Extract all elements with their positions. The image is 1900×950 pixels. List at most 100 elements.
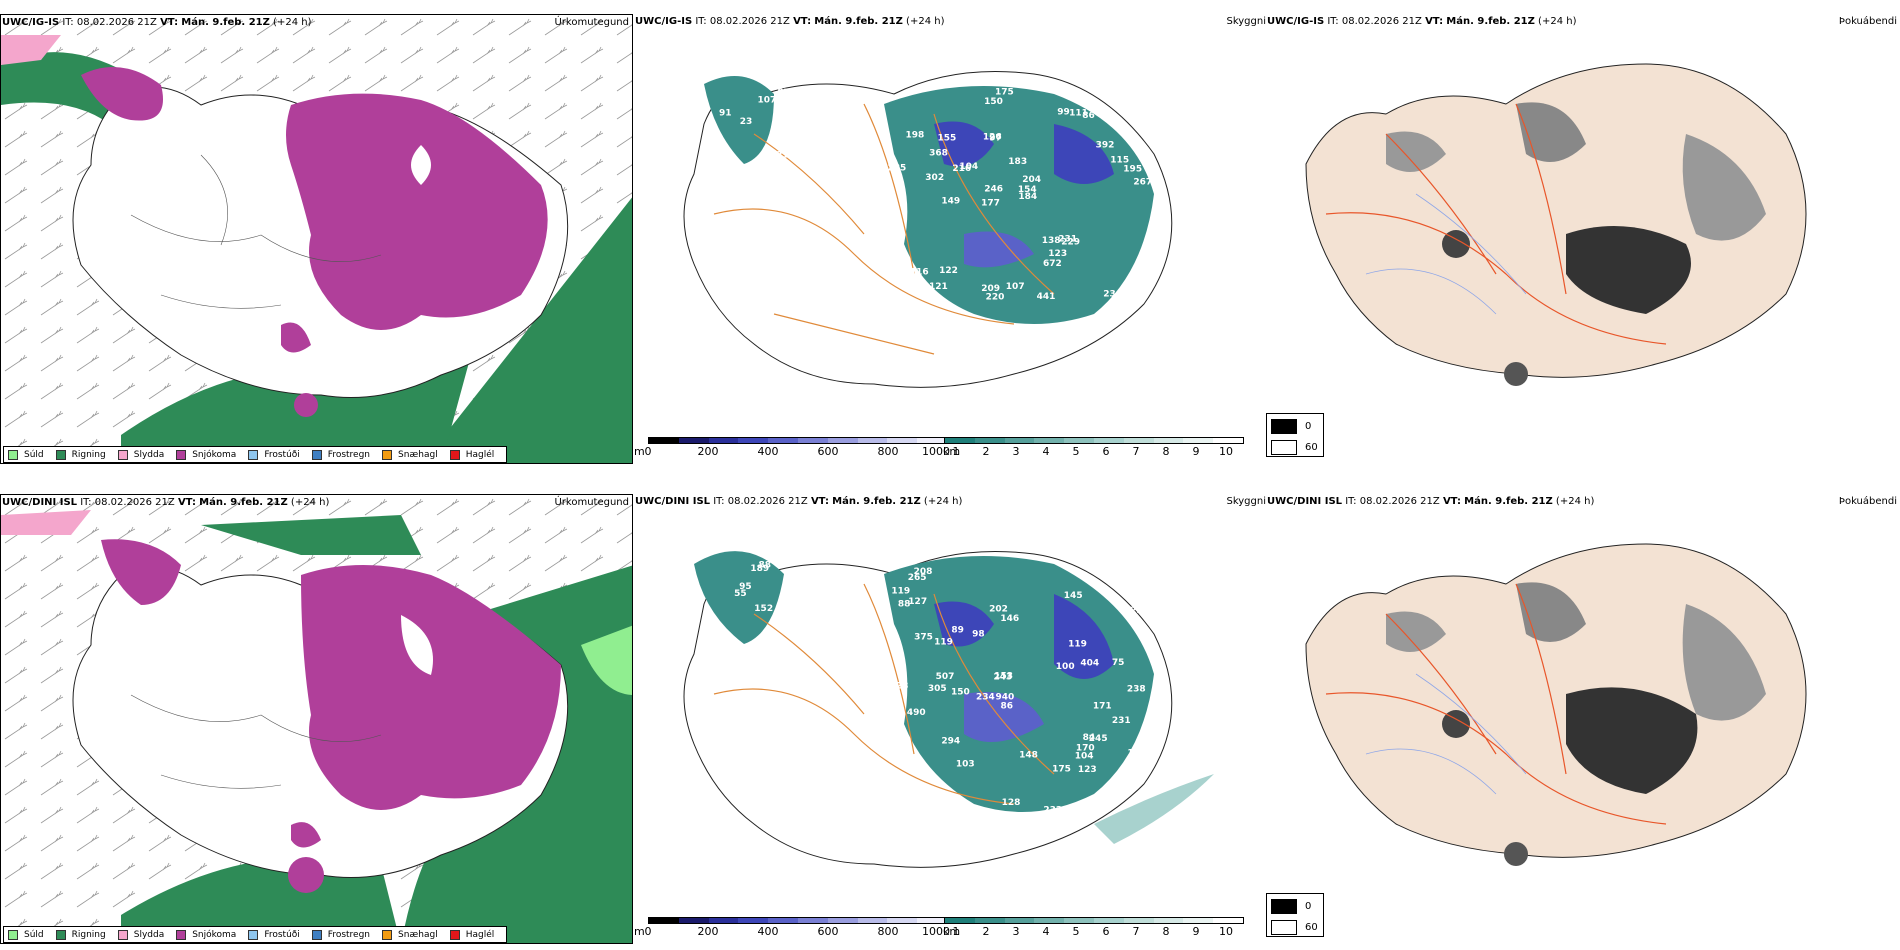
- legend-swatch: [117, 929, 128, 940]
- legend-label: Snjókoma: [192, 929, 237, 940]
- value-label: 375: [914, 632, 933, 642]
- value-label: 204: [1022, 175, 1041, 185]
- value-label: 267: [1133, 178, 1152, 188]
- value-label: 89: [951, 626, 964, 636]
- it-value: 08.02.2026 21Z: [727, 496, 808, 507]
- legend-label: Haglél: [465, 929, 495, 940]
- value-label: 404: [1080, 658, 1099, 668]
- legend-swatch: [382, 929, 393, 940]
- value-label: 278: [913, 789, 932, 799]
- tick-label: 7: [1132, 445, 1140, 458]
- value-label: 122: [939, 266, 958, 276]
- tick-label: 600: [817, 925, 839, 938]
- value-label: 126: [983, 133, 1002, 143]
- value-label: 142: [914, 321, 933, 331]
- map-header: UWC/DINI ISL IT: 08.02.2026 21Z VT: Mán.…: [2, 497, 329, 509]
- precip-map-svg: [1, 15, 632, 463]
- value-label: 146: [1000, 614, 1019, 624]
- legend-label: Haglél: [465, 449, 495, 460]
- value-label: 128: [1002, 798, 1021, 808]
- value-label: 119: [934, 638, 953, 648]
- value-label: 153: [994, 672, 1013, 682]
- lead-time: (+24 h): [1555, 496, 1595, 507]
- tick-label: 0: [644, 445, 652, 458]
- it-label: IT:: [1345, 496, 1357, 507]
- value-label: 107: [758, 96, 777, 106]
- legend-label: Slydda: [133, 929, 165, 940]
- tick-label: 5: [1072, 445, 1080, 458]
- lead-time: (+24 h): [273, 17, 312, 28]
- value-label: 322: [1067, 815, 1086, 825]
- legend-item: Frostúði: [248, 449, 300, 460]
- value-label: 507: [936, 672, 955, 682]
- model-name: UWC/DINI ISL: [1267, 496, 1343, 507]
- value-label: 209: [981, 284, 1000, 294]
- value-label: 163: [1127, 748, 1146, 758]
- colorbar-gradient: [944, 917, 1244, 924]
- value-label: 152: [754, 604, 773, 614]
- lead-time: (+24 h): [1538, 16, 1577, 27]
- legend-item: Snæhagl: [382, 929, 438, 940]
- fog-map-svg: [1305, 543, 1807, 866]
- vt-value: Mán. 9.feb. 21Z: [181, 17, 270, 28]
- tick-label: 8: [1162, 445, 1170, 458]
- fog-swatch-white: [1271, 439, 1297, 455]
- value-label: 86: [1082, 111, 1095, 121]
- value-label: 129: [1128, 113, 1147, 123]
- value-label: 84: [1083, 733, 1096, 743]
- value-label: 216: [952, 164, 971, 174]
- tick-label: 200: [697, 925, 719, 938]
- map-header: UWC/IG-IS IT: 08.02.2026 21Z VT: Mán. 9.…: [2, 17, 311, 29]
- legend-swatch: [311, 929, 322, 940]
- model-name: UWC/IG-IS: [1267, 16, 1325, 27]
- legend-item: Rigning: [55, 449, 106, 460]
- fog-legend: 0 60: [1266, 893, 1324, 937]
- value-label: 168: [1010, 331, 1029, 341]
- tick-label: 10: [1219, 445, 1233, 458]
- value-label: 208: [914, 567, 933, 577]
- value-label: 211: [776, 151, 795, 161]
- legend-swatch: [382, 449, 393, 460]
- visibility-unit: km: [943, 445, 961, 458]
- legend-item: Frostregn: [311, 929, 370, 940]
- value-label: 183: [1008, 157, 1027, 167]
- value-label: 220: [986, 293, 1005, 303]
- value-label: 138: [1042, 236, 1061, 246]
- tick-label: 2: [982, 925, 990, 938]
- map-header: UWC/IG-IS IT: 08.02.2026 21Z VT: Mán. 9.…: [635, 16, 944, 28]
- value-label: 170: [1076, 744, 1095, 754]
- legend-item: Snjókoma: [176, 929, 237, 940]
- tick-label: 0: [644, 925, 652, 938]
- value-label: 121: [929, 282, 948, 292]
- legend-item: Súld: [8, 929, 44, 940]
- cloud-title: Skyggni: [1226, 496, 1266, 507]
- legend-label: Snæhagl: [398, 929, 438, 940]
- value-label: 234: [976, 693, 995, 703]
- it-label: IT:: [1327, 16, 1339, 27]
- value-label: 285: [888, 163, 907, 173]
- model-name: UWC/DINI ISL: [2, 497, 78, 508]
- visibility-colorbar: 1 2 3 4 5 6 7 8 9 10: [944, 917, 1244, 938]
- model-name: UWC/DINI ISL: [635, 496, 711, 507]
- fog-swatch-white: [1271, 919, 1297, 935]
- lead-time: (+24 h): [290, 497, 330, 508]
- value-label: 123: [1078, 765, 1097, 775]
- tick-label: 1: [952, 445, 960, 458]
- tick-label: 3: [1012, 925, 1020, 938]
- fog-legend-label: 0: [1305, 900, 1312, 912]
- tick-label: 1: [952, 925, 960, 938]
- model-name: UWC/IG-IS: [2, 17, 60, 28]
- legend-label: Frostregn: [327, 449, 371, 460]
- legend-label: Rigning: [71, 929, 106, 940]
- legend-label: Frostúði: [264, 449, 300, 460]
- value-label: 23: [740, 117, 753, 127]
- value-label: 107: [1006, 282, 1025, 292]
- value-label: 672: [1043, 259, 1062, 269]
- precip-title: Úrkomutegund: [554, 497, 629, 508]
- legend-swatch: [8, 449, 18, 460]
- fog-title: Þokuábendi: [1838, 496, 1897, 507]
- value-label: 238: [1127, 685, 1146, 695]
- fog-map-svg: [1305, 63, 1807, 386]
- value-label: 119: [891, 587, 910, 597]
- value-label: 195: [914, 334, 933, 344]
